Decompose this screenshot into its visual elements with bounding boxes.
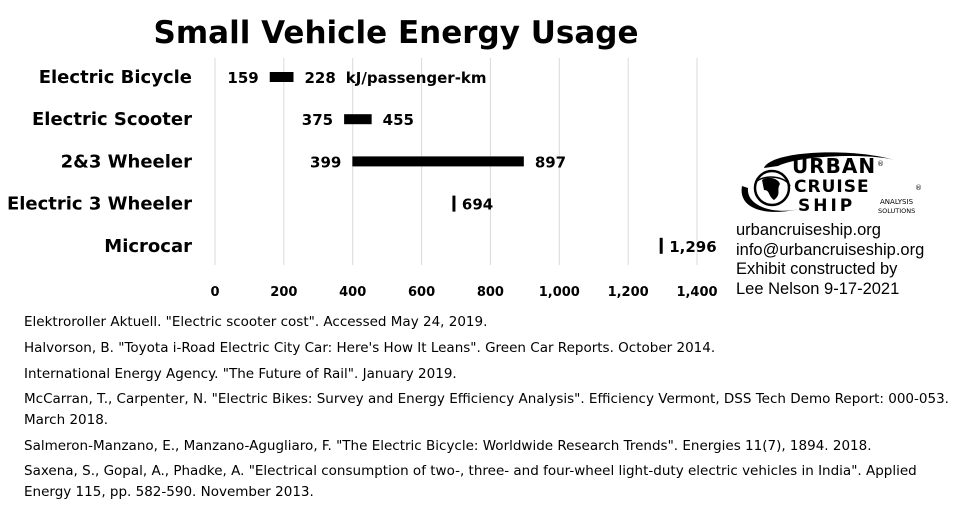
email-link[interactable]: info@urbancruiseship.org bbox=[736, 240, 925, 259]
category-label: Electric 3 Wheeler bbox=[7, 194, 192, 215]
x-tick-label: 600 bbox=[408, 285, 435, 300]
range-bar bbox=[352, 156, 524, 167]
reference-item: Halvorson, B. "Toyota i-Road Electric Ci… bbox=[24, 340, 716, 356]
chart-title: Small Vehicle Energy Usage bbox=[154, 15, 639, 51]
logo-swoosh bbox=[764, 152, 894, 168]
range-bar bbox=[269, 72, 294, 82]
logo-line-cruise: CRUISE bbox=[794, 177, 870, 197]
urban-cruise-ship-logo: URBAN CRUISE SHIP ® ® ANALYSIS SOLUTIONS bbox=[741, 152, 922, 216]
high-value-label: 897 bbox=[535, 153, 566, 171]
contact-block: urbancruiseship.org info@urbancruiseship… bbox=[736, 221, 924, 299]
x-axis-ticks: 0 200 400 600 800 1,000 1,200 1,400 bbox=[210, 285, 717, 300]
logo-reg-mark-2: ® bbox=[915, 184, 922, 192]
high-value-label: 228 bbox=[304, 69, 335, 87]
website-link[interactable]: urbancruiseship.org bbox=[736, 221, 881, 239]
logo-swoosh-lower bbox=[741, 186, 804, 212]
logo-sub-analysis: ANALYSIS bbox=[880, 198, 914, 206]
range-bar bbox=[344, 114, 372, 125]
category-label: Electric Scooter bbox=[32, 109, 192, 130]
x-tick-label: 800 bbox=[477, 285, 504, 300]
references-list: Elektroroller Aktuell. "Electric scooter… bbox=[24, 311, 954, 507]
low-value-label: 399 bbox=[310, 153, 341, 171]
x-tick-label: 200 bbox=[270, 285, 297, 300]
logo-reg-mark: ® bbox=[877, 160, 884, 168]
logo-line-ship: SHIP bbox=[798, 196, 855, 216]
unit-label: kJ/passenger-km bbox=[346, 69, 487, 87]
credit-line: Exhibit constructed by bbox=[736, 260, 898, 278]
credit-line-author: Lee Nelson 9-17-2021 bbox=[736, 279, 900, 298]
reference-item: McCarran, T., Carpenter, N. "Electric Bi… bbox=[24, 391, 949, 428]
x-tick-label: 1,200 bbox=[608, 285, 649, 300]
reference-item: Salmeron-Manzano, E., Manzano-Agugliaro,… bbox=[24, 438, 872, 454]
category-label: Microcar bbox=[104, 236, 192, 257]
category-label: 2&3 Wheeler bbox=[61, 151, 192, 172]
data-labels: 159 228 kJ/passenger-km 375 455 399 897 694 1,29… bbox=[227, 69, 716, 256]
high-value-label: 455 bbox=[383, 111, 414, 129]
x-tick-label: 1,000 bbox=[539, 285, 580, 300]
x-tick-label: 0 bbox=[210, 285, 219, 300]
reference-item: Saxena, S., Gopal, A., Phadke, A. "Elect… bbox=[24, 463, 917, 500]
logo-sub-solutions: SOLUTIONS bbox=[878, 207, 915, 215]
value-label: 694 bbox=[462, 196, 493, 214]
value-label: 1,296 bbox=[669, 238, 716, 256]
range-chart: Small Vehicle Energy Usage 0 200 400 600 800… bbox=[7, 15, 718, 300]
reference-item: International Energy Agency. "The Future… bbox=[24, 366, 457, 382]
category-labels: Electric Bicycle Electric Scooter 2&3 Whee… bbox=[7, 67, 192, 257]
range-bars bbox=[269, 72, 663, 254]
x-tick-label: 1,400 bbox=[676, 285, 717, 300]
point-marker bbox=[659, 237, 663, 254]
logo-line-urban: URBAN bbox=[792, 154, 876, 178]
low-value-label: 375 bbox=[302, 111, 333, 129]
x-tick-label: 400 bbox=[339, 285, 366, 300]
low-value-label: 159 bbox=[227, 69, 258, 87]
category-label: Electric Bicycle bbox=[39, 67, 192, 88]
reference-item: Elektroroller Aktuell. "Electric scooter… bbox=[24, 314, 488, 330]
point-marker bbox=[452, 195, 456, 212]
